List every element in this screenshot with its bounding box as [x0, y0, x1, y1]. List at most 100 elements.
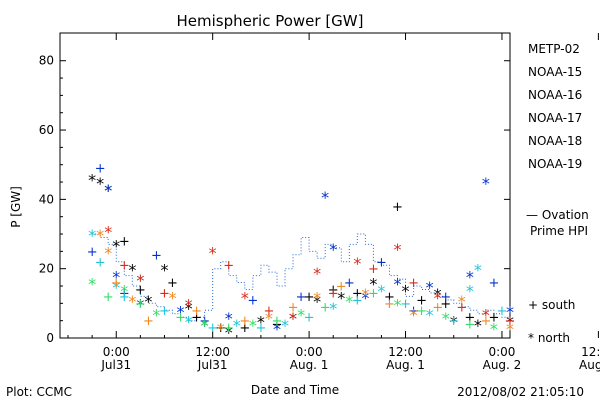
series-noaa-19: *+*+**+*+ **+* +*+*+ * + [104, 223, 515, 330]
x-tick-time-label: 0:00 [296, 345, 323, 359]
data-point: * [160, 261, 168, 280]
data-point: + [352, 293, 363, 308]
data-point: + [111, 276, 122, 291]
data-point: * [506, 320, 514, 339]
data-point: + [143, 314, 154, 329]
x-tick-date-label: Aug. 2 [579, 358, 600, 372]
data-point: * [466, 281, 474, 300]
data-point: * [241, 288, 249, 307]
data-point: * [120, 281, 128, 300]
data-point: * [410, 306, 418, 325]
data-point: * [329, 299, 337, 318]
data-point: * [177, 302, 185, 321]
y-tick-label: 60 [39, 123, 54, 137]
data-point: + [336, 280, 347, 295]
data-point: * [112, 268, 120, 287]
data-point: + [191, 304, 202, 319]
data-points: * * **+*+**+*+* +* + * + *+*+* +*++*+ *+* +* + *+*+*… [87, 162, 516, 342]
data-point: + [352, 286, 363, 301]
data-point: * [265, 309, 273, 328]
data-point: + [480, 314, 491, 329]
x-tick-time-label: 0:00 [488, 345, 515, 359]
data-point: * [361, 288, 369, 307]
data-point: * [313, 288, 321, 307]
data-point: * [152, 306, 160, 325]
plot-timestamp: 2012/08/02 21:05:10 [457, 385, 584, 399]
y-tick-label: 20 [39, 262, 54, 276]
data-point: + [344, 276, 355, 291]
legend-item-noaa-17: NOAA-17 [528, 111, 582, 125]
series-metp-02: * * **+*+**+*+* +* + * + *+*+* +*++*+ *+* +* + * [88, 171, 514, 343]
data-point: * [104, 181, 112, 200]
data-point: + [95, 162, 106, 177]
ovation-series [92, 233, 511, 322]
data-point: * [88, 275, 96, 294]
data-point: * [450, 313, 458, 332]
series-noaa-15: +*+*+*+*+ *+*+**+*+*+*+**+* [87, 162, 514, 339]
data-point: + [368, 262, 379, 277]
data-point: + [304, 290, 315, 305]
legend-ovation-line1: — Ovation [526, 208, 589, 222]
x-tick-date-label: Jul31 [197, 358, 228, 372]
chart-title: Hemispheric Power [GW] [177, 12, 364, 30]
data-point: * [426, 278, 434, 297]
legend-item-noaa-19: NOAA-19 [528, 157, 582, 171]
data-point: * [506, 302, 514, 321]
data-point: + [328, 286, 339, 301]
data-point: + [408, 304, 419, 319]
data-point: + [272, 314, 283, 329]
data-point: + [199, 314, 210, 329]
data-point: + [392, 200, 403, 215]
y-tick-label: 80 [39, 54, 54, 68]
series-noaa-18: **+*+*+* + *+*+ *+* + *+ * [96, 226, 514, 339]
data-point: + [384, 290, 395, 305]
data-point: + [296, 290, 307, 305]
data-point: * [506, 313, 514, 332]
data-point: * [329, 240, 337, 259]
data-point: + [159, 286, 170, 301]
data-point: * [313, 264, 321, 283]
data-point: + [328, 283, 339, 298]
legend: METP-02 NOAA-15 NOAA-16 NOAA-17 NOAA-18 … [526, 42, 589, 345]
data-point: + [223, 321, 234, 336]
data-point: + [320, 300, 331, 315]
data-point: + [239, 321, 250, 336]
legend-item-metp-02: METP-02 [528, 42, 580, 56]
y-tick-label: 40 [39, 192, 54, 206]
data-point: + [223, 259, 234, 274]
data-point: * [466, 268, 474, 287]
data-point: + [456, 300, 467, 315]
data-point: * [217, 320, 225, 339]
data-point: * [289, 309, 297, 328]
data-point: * [345, 292, 353, 311]
data-point: + [488, 276, 499, 291]
data-point: + [263, 304, 274, 319]
data-point: + [497, 304, 508, 319]
legend-item-noaa-16: NOAA-16 [528, 88, 582, 102]
x-tick-time-label: 12:00 [581, 345, 600, 359]
data-point: * [442, 309, 450, 328]
data-point: + [119, 286, 130, 301]
data-point: * [112, 278, 120, 297]
data-point: + [272, 318, 283, 333]
data-point: + [159, 304, 170, 319]
data-point: + [368, 286, 379, 301]
data-point: * [88, 171, 96, 190]
data-point: * [104, 223, 112, 242]
data-point: * [321, 188, 329, 207]
data-point: * [88, 226, 96, 245]
data-point: * [273, 320, 281, 339]
x-tick-date-label: Aug. 1 [290, 358, 329, 372]
data-point: + [464, 311, 475, 326]
data-point: * [426, 306, 434, 325]
data-point: * [201, 316, 209, 335]
data-point: + [119, 290, 130, 305]
data-point: + [119, 259, 130, 274]
data-point: * [394, 295, 402, 314]
data-point: * [434, 288, 442, 307]
data-point: * [249, 316, 257, 335]
data-point: + [191, 311, 202, 326]
plot-credit: Plot: CCMC [6, 385, 72, 399]
